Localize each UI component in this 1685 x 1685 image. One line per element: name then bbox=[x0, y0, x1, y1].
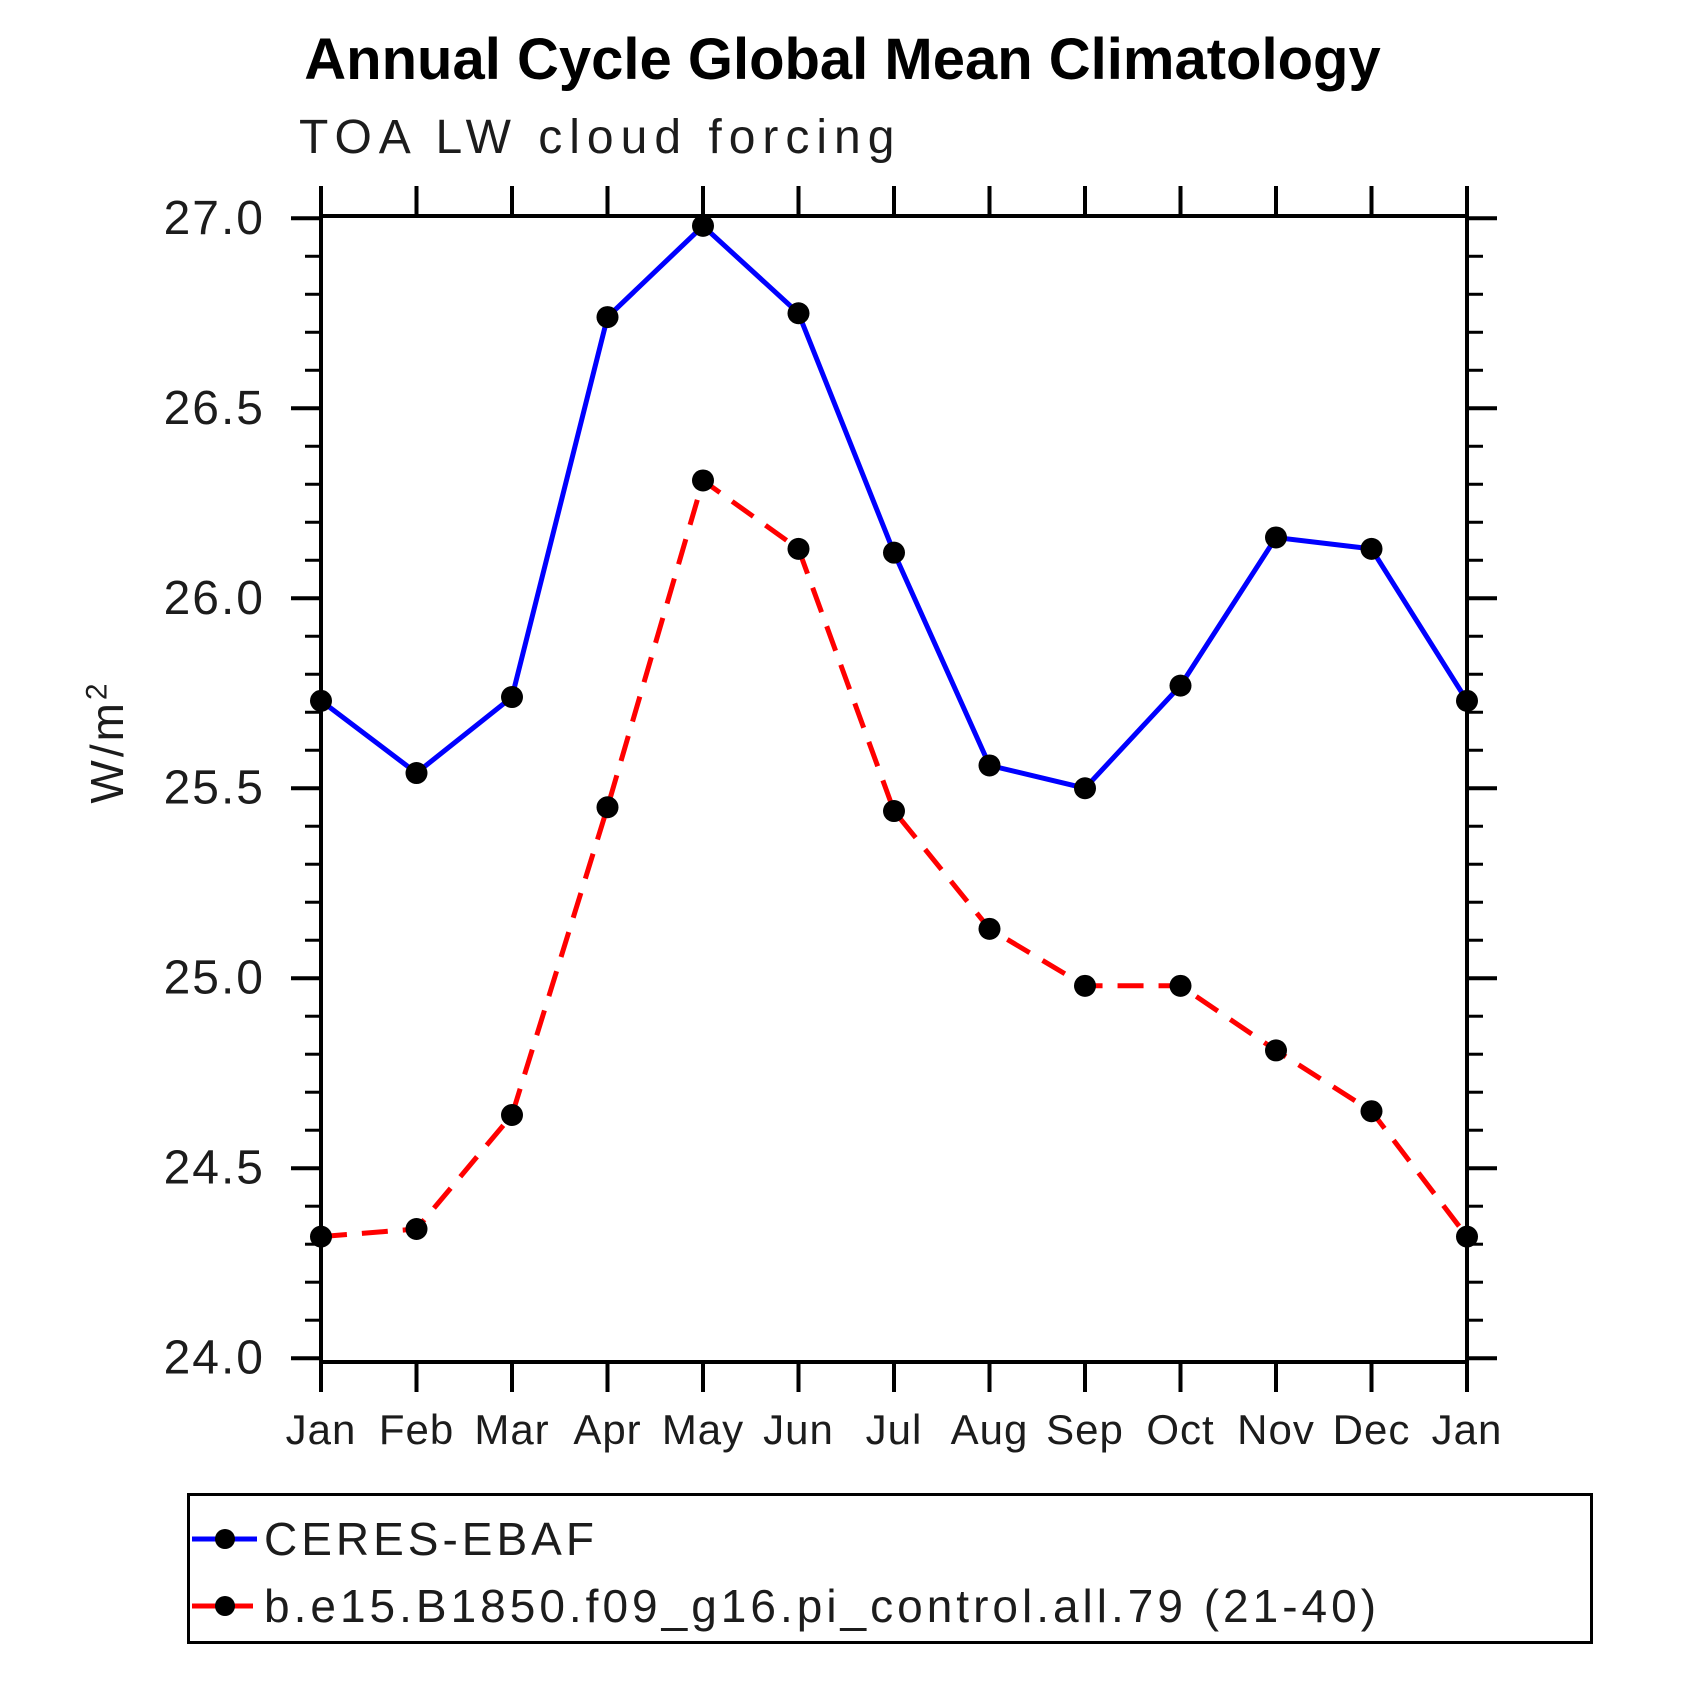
data-point-series-0 bbox=[1456, 689, 1478, 712]
chart-subtitle: TOA LW cloud forcing bbox=[299, 111, 902, 164]
legend-label-model: b.e15.B1850.f09_g16.pi_control.all.79 (2… bbox=[264, 1579, 1381, 1632]
legend-swatch-observation bbox=[192, 1528, 257, 1549]
y-tick-label: 27.0 bbox=[164, 192, 265, 245]
data-point-series-1 bbox=[787, 537, 810, 560]
data-point-series-1 bbox=[1360, 1100, 1383, 1123]
x-tick-label: Apr bbox=[573, 1406, 641, 1453]
x-tick-label: Jan bbox=[286, 1406, 357, 1453]
data-point-series-0 bbox=[501, 686, 523, 709]
data-point-series-0 bbox=[1265, 526, 1287, 549]
x-tick-label: Mar bbox=[474, 1406, 549, 1453]
legend-item-model: b.e15.B1850.f09_g16.pi_control.all.79 (2… bbox=[191, 1572, 1590, 1639]
y-tick-label: 25.5 bbox=[164, 762, 265, 815]
y-tick-label: 24.0 bbox=[164, 1332, 265, 1385]
y-tick-label: 26.5 bbox=[164, 382, 265, 435]
x-tick-label: Nov bbox=[1237, 1406, 1315, 1453]
x-tick-label: Jul bbox=[866, 1406, 923, 1453]
legend-item-observation: CERES-EBAF bbox=[191, 1505, 1590, 1572]
y-tick-label: 24.5 bbox=[164, 1142, 265, 1195]
series-line-1 bbox=[320, 476, 1469, 1240]
data-point-series-0 bbox=[1169, 674, 1192, 697]
y-tick-label: 26.0 bbox=[164, 572, 265, 625]
x-tick-label: Jun bbox=[763, 1406, 834, 1453]
legend-marker-sample-1 bbox=[215, 1595, 235, 1616]
data-point-series-0 bbox=[787, 302, 810, 325]
x-tick-label: May bbox=[662, 1406, 744, 1453]
legend-box: CERES-EBAF b.e15.B1850.f09_g16.pi_contro… bbox=[187, 1493, 1593, 1644]
data-point-series-1 bbox=[978, 917, 1001, 940]
data-point-series-1 bbox=[405, 1218, 428, 1241]
data-point-series-0 bbox=[883, 541, 905, 564]
data-point-series-0 bbox=[405, 762, 428, 785]
data-point-series-1 bbox=[1265, 1039, 1287, 1062]
chart-title: Annual Cycle Global Mean Climatology bbox=[304, 27, 1381, 92]
data-point-series-1 bbox=[1074, 974, 1096, 997]
data-point-series-0 bbox=[596, 306, 619, 329]
y-tick-label: 25.0 bbox=[164, 952, 265, 1005]
data-point-series-1 bbox=[501, 1104, 523, 1127]
data-point-series-1 bbox=[596, 796, 619, 819]
x-tick-label: Aug bbox=[951, 1406, 1029, 1453]
data-point-series-0 bbox=[1360, 537, 1383, 560]
legend-label-observation: CERES-EBAF bbox=[264, 1512, 598, 1565]
x-tick-label: Oct bbox=[1146, 1406, 1214, 1453]
axis-frame bbox=[319, 214, 1469, 1364]
x-tick-label: Dec bbox=[1333, 1406, 1411, 1453]
data-point-series-1 bbox=[1456, 1225, 1478, 1248]
data-point-series-0 bbox=[692, 214, 714, 237]
x-tick-label: Feb bbox=[379, 1406, 454, 1453]
data-point-series-1 bbox=[692, 469, 714, 492]
x-tick-label: Sep bbox=[1046, 1406, 1124, 1453]
data-point-series-0 bbox=[978, 754, 1001, 777]
legend-marker-sample-0 bbox=[215, 1528, 235, 1549]
data-point-series-1 bbox=[310, 1225, 332, 1248]
data-point-series-1 bbox=[883, 800, 905, 823]
data-point-series-0 bbox=[310, 689, 332, 712]
series-line-0 bbox=[319, 222, 1470, 791]
data-point-series-0 bbox=[1074, 777, 1096, 800]
legend-swatch-model bbox=[192, 1595, 257, 1616]
x-tick-label: Jan bbox=[1432, 1406, 1503, 1453]
data-point-series-1 bbox=[1169, 974, 1192, 997]
